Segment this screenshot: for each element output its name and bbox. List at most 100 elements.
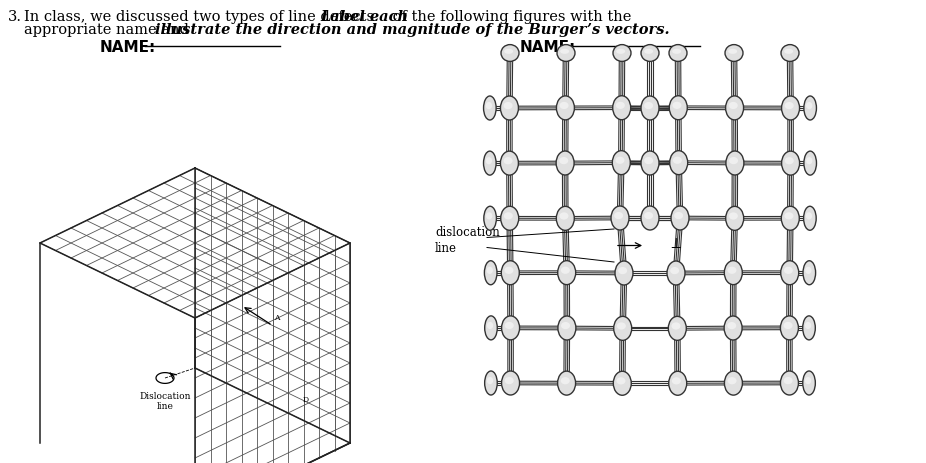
Ellipse shape (671, 322, 681, 330)
Ellipse shape (782, 151, 799, 175)
Ellipse shape (644, 157, 653, 164)
Ellipse shape (805, 377, 811, 384)
Ellipse shape (725, 44, 743, 62)
Ellipse shape (616, 49, 625, 54)
Ellipse shape (617, 322, 626, 330)
Ellipse shape (644, 49, 653, 54)
Ellipse shape (781, 261, 799, 285)
Ellipse shape (487, 322, 494, 329)
Ellipse shape (727, 322, 736, 329)
Ellipse shape (557, 206, 574, 231)
Ellipse shape (557, 44, 575, 62)
Ellipse shape (617, 377, 625, 384)
Ellipse shape (500, 96, 519, 120)
Ellipse shape (803, 371, 816, 395)
Ellipse shape (729, 157, 738, 164)
Text: appropriate name and: appropriate name and (24, 23, 194, 37)
Ellipse shape (672, 377, 681, 384)
Ellipse shape (784, 102, 794, 109)
Text: D: D (303, 395, 308, 403)
Ellipse shape (729, 102, 738, 109)
Ellipse shape (724, 371, 743, 395)
Text: illustrate the direction and magnitude of the Burger’s vectors.: illustrate the direction and magnitude o… (155, 23, 669, 37)
Ellipse shape (669, 316, 686, 340)
Ellipse shape (784, 157, 794, 164)
Ellipse shape (505, 322, 514, 329)
Ellipse shape (728, 267, 736, 274)
Ellipse shape (504, 49, 513, 54)
Ellipse shape (803, 261, 816, 285)
Ellipse shape (502, 316, 519, 340)
Ellipse shape (557, 316, 576, 340)
Ellipse shape (614, 316, 632, 340)
Ellipse shape (728, 377, 736, 384)
Ellipse shape (614, 212, 623, 219)
Ellipse shape (613, 44, 631, 62)
Text: of the following figures with the: of the following figures with the (388, 10, 632, 24)
Ellipse shape (781, 371, 798, 395)
Ellipse shape (804, 96, 817, 120)
Ellipse shape (483, 151, 496, 175)
Ellipse shape (669, 96, 687, 120)
Text: A: A (274, 314, 280, 323)
Ellipse shape (726, 206, 744, 231)
Ellipse shape (501, 44, 519, 62)
Ellipse shape (561, 267, 569, 274)
Ellipse shape (486, 102, 492, 109)
Ellipse shape (781, 316, 798, 340)
Ellipse shape (561, 377, 569, 384)
Ellipse shape (616, 102, 625, 109)
Ellipse shape (559, 157, 569, 164)
Ellipse shape (505, 267, 513, 274)
Ellipse shape (557, 371, 576, 395)
Ellipse shape (781, 44, 799, 62)
Ellipse shape (559, 102, 569, 109)
Ellipse shape (784, 212, 794, 219)
Ellipse shape (483, 206, 496, 230)
Text: $\perp$: $\perp$ (668, 236, 682, 251)
Ellipse shape (560, 49, 569, 54)
Ellipse shape (504, 102, 513, 109)
Ellipse shape (501, 206, 519, 230)
Ellipse shape (487, 377, 494, 384)
Ellipse shape (502, 371, 519, 395)
Ellipse shape (641, 44, 659, 62)
Ellipse shape (782, 206, 799, 230)
Ellipse shape (726, 96, 744, 120)
Ellipse shape (724, 316, 742, 340)
Ellipse shape (726, 151, 744, 175)
Ellipse shape (806, 267, 811, 274)
Ellipse shape (641, 96, 659, 120)
Ellipse shape (484, 371, 497, 395)
Ellipse shape (804, 151, 817, 175)
Ellipse shape (783, 322, 793, 329)
Ellipse shape (804, 206, 816, 230)
Ellipse shape (806, 212, 812, 219)
Ellipse shape (484, 261, 497, 285)
Ellipse shape (670, 267, 679, 274)
Ellipse shape (644, 212, 653, 219)
Ellipse shape (611, 206, 629, 230)
Ellipse shape (673, 156, 682, 164)
Ellipse shape (561, 322, 570, 329)
Ellipse shape (504, 212, 513, 219)
Text: 3.: 3. (8, 10, 22, 24)
Ellipse shape (484, 316, 497, 340)
Text: NAME:: NAME: (520, 40, 576, 55)
Ellipse shape (674, 212, 683, 219)
Ellipse shape (644, 102, 653, 109)
Ellipse shape (728, 49, 737, 54)
Ellipse shape (667, 261, 685, 285)
Ellipse shape (669, 371, 687, 395)
Ellipse shape (669, 44, 687, 62)
Ellipse shape (613, 96, 631, 120)
Ellipse shape (782, 96, 799, 120)
Ellipse shape (557, 151, 574, 175)
Text: Dislocation
line: Dislocation line (139, 392, 191, 412)
Ellipse shape (783, 377, 793, 384)
Ellipse shape (615, 261, 633, 285)
Ellipse shape (729, 213, 738, 219)
Ellipse shape (557, 261, 576, 285)
Ellipse shape (486, 267, 493, 274)
Ellipse shape (559, 213, 569, 219)
